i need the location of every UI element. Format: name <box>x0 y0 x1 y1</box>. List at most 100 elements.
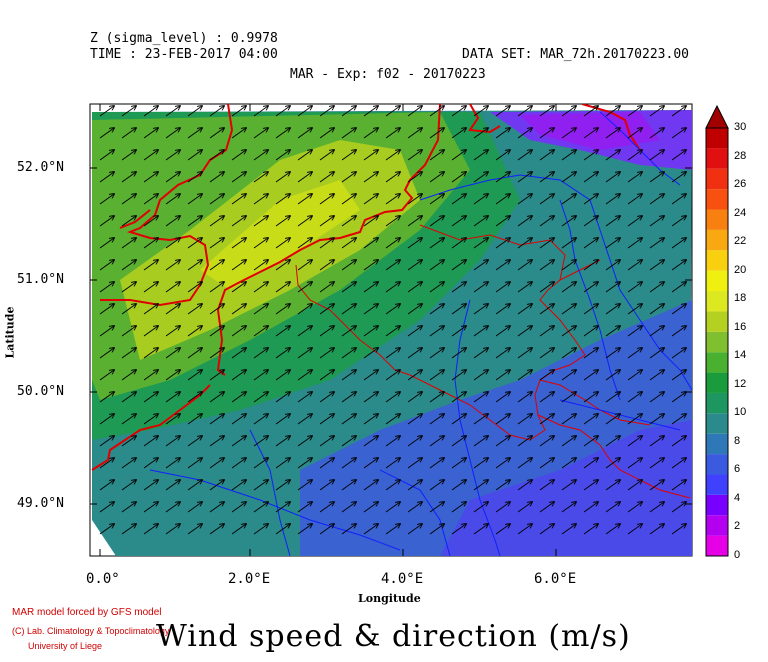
wind-arrow <box>297 194 312 205</box>
wind-arrow <box>583 172 598 183</box>
wind-arrow <box>539 150 554 161</box>
wind-arrow <box>561 260 576 271</box>
wind-arrow <box>649 502 664 513</box>
wind-arrow <box>187 216 202 227</box>
wind-arrow <box>121 524 136 535</box>
wind-arrow <box>385 326 400 337</box>
wind-arrow <box>363 216 378 227</box>
wind-arrow <box>539 282 554 293</box>
wind-arrow <box>319 106 334 117</box>
wind-arrow <box>319 128 334 139</box>
wind-arrow <box>473 370 488 381</box>
wind-arrow <box>143 106 158 117</box>
wind-arrow <box>583 458 598 469</box>
wind-arrow <box>649 436 664 447</box>
colorbar-label: 18 <box>734 292 747 305</box>
country-borders <box>295 224 691 499</box>
wind-arrow <box>143 216 158 227</box>
wind-arrow <box>363 282 378 293</box>
colorbar-label: 24 <box>734 206 747 219</box>
wind-arrow <box>231 128 246 139</box>
wind-arrow <box>495 172 510 183</box>
wind-arrow <box>275 194 290 205</box>
wind-arrow <box>451 480 466 491</box>
wind-arrow <box>649 128 664 139</box>
wind-arrow <box>671 524 686 535</box>
wind-arrow <box>143 348 158 359</box>
wind-arrow <box>605 282 620 293</box>
wind-arrow <box>583 436 598 447</box>
wind-arrow <box>517 392 532 403</box>
wind-arrow <box>341 194 356 205</box>
colorbar-swatch <box>706 311 728 332</box>
wind-arrow <box>583 502 598 513</box>
wind-arrow <box>275 128 290 139</box>
wind-arrow <box>671 436 686 447</box>
wind-arrow <box>121 414 136 425</box>
wind-arrow <box>583 282 598 293</box>
wind-arrow <box>209 436 224 447</box>
wind-arrow <box>187 436 202 447</box>
wind-arrow <box>473 194 488 205</box>
wind-arrow <box>517 326 532 337</box>
wind-arrow <box>627 128 642 139</box>
wind-arrow <box>275 150 290 161</box>
wind-arrow <box>363 106 378 117</box>
wind-arrow <box>451 150 466 161</box>
wind-arrow <box>99 216 114 227</box>
wind-arrow <box>429 150 444 161</box>
wind-arrow <box>165 172 180 183</box>
wind-arrow <box>297 370 312 381</box>
wind-arrow <box>451 458 466 469</box>
wind-arrow <box>605 502 620 513</box>
wind-vectors <box>99 106 686 535</box>
colorbar-swatch <box>706 535 728 556</box>
wind-arrow <box>517 216 532 227</box>
wind-arrow <box>517 128 532 139</box>
wind-arrow <box>165 304 180 315</box>
wind-arrow <box>319 502 334 513</box>
wind-arrow <box>605 326 620 337</box>
colorbar-swatch <box>706 229 728 251</box>
wind-arrow <box>649 238 664 249</box>
wind-arrow <box>341 370 356 381</box>
wind-arrow <box>297 502 312 513</box>
colorbar-label: 8 <box>734 434 741 447</box>
wind-arrow <box>429 128 444 139</box>
wind-arrow <box>473 436 488 447</box>
wind-arrow <box>495 502 510 513</box>
wind-arrow <box>517 260 532 271</box>
wind-arrow <box>319 260 334 271</box>
wind-arrow <box>495 480 510 491</box>
wind-arrow <box>649 282 664 293</box>
wind-arrow <box>341 436 356 447</box>
wind-arrow <box>407 392 422 403</box>
wind-arrow <box>539 502 554 513</box>
wind-arrow <box>99 282 114 293</box>
wind-arrow <box>517 348 532 359</box>
wind-arrow <box>275 216 290 227</box>
wind-arrow <box>605 414 620 425</box>
wind-arrow <box>605 260 620 271</box>
wind-arrow <box>473 414 488 425</box>
wind-arrow <box>297 282 312 293</box>
wind-arrow <box>517 238 532 249</box>
wind-arrow <box>209 502 224 513</box>
wind-arrow <box>539 238 554 249</box>
wind-arrow <box>495 282 510 293</box>
wind-arrow <box>583 260 598 271</box>
wind-arrow <box>165 194 180 205</box>
wind-arrow <box>627 238 642 249</box>
wind-arrow <box>517 480 532 491</box>
wind-arrow <box>275 172 290 183</box>
wind-arrow <box>143 172 158 183</box>
y-tick-51: 51.0°N <box>17 272 64 287</box>
wind-arrow <box>561 216 576 227</box>
x-tick-6e: 6.0°E <box>534 571 577 587</box>
wind-arrow <box>275 392 290 403</box>
wind-arrow <box>429 370 444 381</box>
wind-arrow <box>385 238 400 249</box>
wind-arrow <box>539 392 554 403</box>
wind-arrow <box>253 150 268 161</box>
colorbar-overflow-marker <box>705 104 729 129</box>
